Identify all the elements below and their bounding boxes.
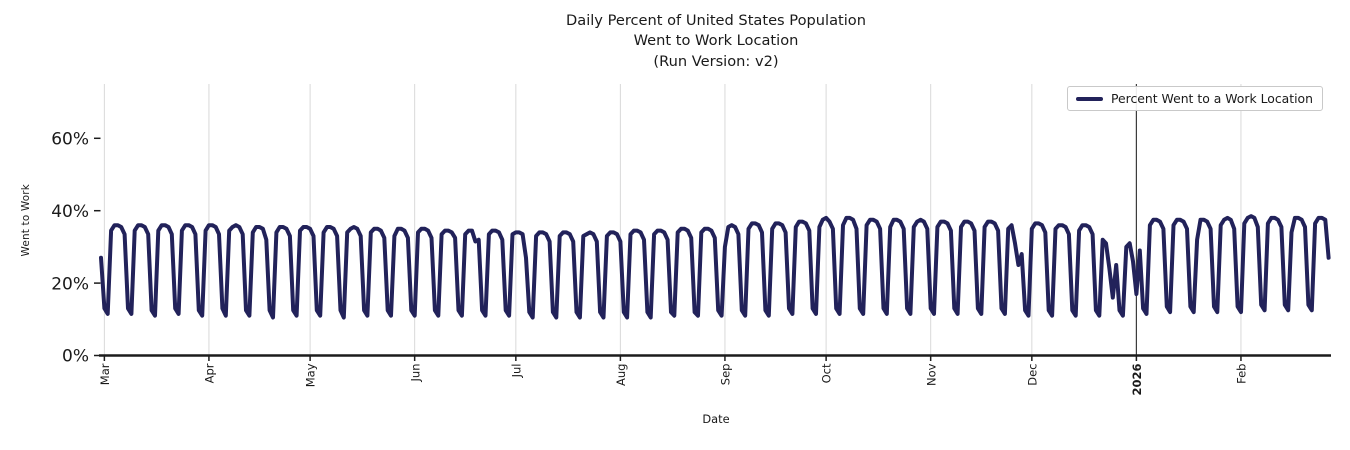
chart-title-line-1: Daily Percent of United States Populatio… xyxy=(566,12,866,29)
x-tick-label: Apr xyxy=(203,363,217,383)
legend-line-swatch xyxy=(1076,96,1103,101)
x-tick-label: Jul xyxy=(509,364,523,379)
x-tick-label: Aug xyxy=(614,364,628,386)
chart-title-line-2: Went to Work Location xyxy=(633,32,799,50)
x-axis-label: Date xyxy=(702,412,730,426)
x-tick-label: May xyxy=(304,363,318,387)
x-tick-label: Feb xyxy=(1235,364,1249,384)
y-tick-label: 40% xyxy=(51,202,89,222)
chart-title-line-3: (Run Version: v2) xyxy=(653,52,779,70)
y-tick-label: 0% xyxy=(62,347,89,367)
y-tick-label: 60% xyxy=(51,130,89,150)
x-tick-label: Dec xyxy=(1025,364,1039,386)
series-line xyxy=(99,214,1331,320)
y-axis-label: Went to Work xyxy=(20,183,32,257)
x-tick-label: Nov xyxy=(924,363,938,386)
x-tick-label: Jun xyxy=(408,364,422,383)
chart-title: Daily Percent of United States Populatio… xyxy=(101,11,1331,72)
x-tick-label: Oct xyxy=(820,363,834,383)
legend: Percent Went to a Work Location xyxy=(1067,86,1323,111)
y-axis-label-wrap: Went to Work xyxy=(20,84,32,356)
y-tick-label: 20% xyxy=(51,274,89,294)
x-tick-label: Sep xyxy=(719,364,733,386)
x-tick-label: 2026 xyxy=(1130,364,1144,396)
legend-label: Percent Went to a Work Location xyxy=(1111,91,1313,106)
x-tick-label: Mar xyxy=(98,363,112,385)
